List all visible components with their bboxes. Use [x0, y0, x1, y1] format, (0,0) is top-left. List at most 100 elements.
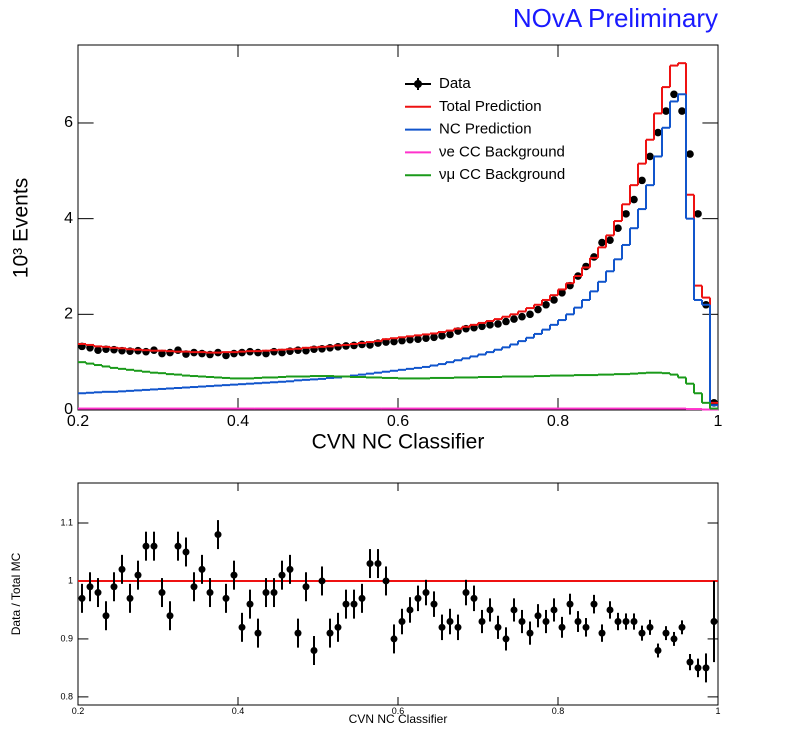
- data-point: [646, 152, 654, 161]
- data-point: [534, 305, 542, 314]
- x-tick-label: 1: [714, 413, 723, 430]
- data-point: [430, 333, 438, 342]
- data-point: [302, 583, 310, 591]
- data-point: [702, 664, 710, 672]
- data-point: [510, 606, 518, 614]
- x-tick-label: 1: [715, 706, 720, 716]
- data-point: [694, 664, 702, 672]
- data-point: [198, 565, 206, 573]
- data-point: [574, 618, 582, 626]
- data-point: [326, 629, 334, 637]
- y-tick-label: 2: [64, 306, 73, 323]
- data-point: [430, 600, 438, 608]
- data-point: [142, 347, 150, 356]
- data-point: [78, 594, 86, 602]
- data-point: [502, 635, 510, 643]
- data-point: [270, 589, 278, 597]
- data-point: [502, 317, 510, 326]
- data-point: [494, 320, 502, 328]
- x-tick-label: 0.6: [392, 706, 405, 716]
- data-point: [118, 565, 126, 573]
- data-point: [678, 623, 686, 631]
- data-point: [94, 346, 102, 355]
- data-point: [614, 618, 622, 626]
- data-point: [694, 210, 702, 218]
- data-point: [614, 224, 622, 233]
- data-point: [414, 594, 422, 602]
- data-point: [558, 288, 566, 297]
- data-point: [230, 571, 238, 579]
- x-tick-label: 0.4: [227, 413, 249, 430]
- data-point: [238, 623, 246, 631]
- data-point: [310, 647, 318, 655]
- data-point: [318, 577, 326, 585]
- y-tick-label: 1: [68, 575, 73, 585]
- data-point: [598, 629, 606, 637]
- data-point: [438, 332, 446, 340]
- data-point: [350, 600, 358, 608]
- data-point: [134, 571, 142, 579]
- data-point: [686, 658, 694, 666]
- legend-label: Data: [439, 75, 471, 92]
- data-point: [662, 629, 670, 637]
- histogram-riser: [85, 63, 711, 403]
- data-point: [374, 560, 382, 568]
- data-point: [358, 594, 366, 602]
- y-tick-label: 0.8: [60, 691, 73, 701]
- data-point: [526, 310, 534, 319]
- data-point: [646, 623, 654, 631]
- data-point: [174, 542, 182, 550]
- data-point: [446, 330, 454, 339]
- data-point: [254, 348, 262, 357]
- data-point: [638, 629, 646, 637]
- data-point: [566, 600, 574, 608]
- x-axis-label: CVN NC Classifier: [312, 431, 485, 454]
- x-axis-label: CVN NC Classifier: [349, 712, 448, 726]
- data-point: [222, 594, 230, 602]
- data-point: [686, 150, 694, 158]
- x-tick-label: 0.4: [232, 706, 245, 716]
- data-point: [166, 612, 174, 620]
- data-point: [670, 635, 678, 643]
- chart-title: NOvA Preliminary: [513, 3, 718, 33]
- data-point: [606, 236, 614, 244]
- data-point: [278, 571, 286, 579]
- data-point: [654, 128, 662, 137]
- data-point: [518, 618, 526, 626]
- data-point: [270, 347, 278, 356]
- legend-label: νμ CC Background: [439, 166, 565, 183]
- data-point: [158, 589, 166, 597]
- data-point: [174, 346, 182, 355]
- data-point: [406, 606, 414, 614]
- y-tick-label: 4: [64, 210, 73, 227]
- data-point: [462, 589, 470, 597]
- legend-label: νe CC Background: [439, 143, 565, 160]
- data-point: [142, 542, 150, 550]
- data-point: [334, 343, 342, 351]
- data-point: [630, 195, 638, 204]
- data-point: [542, 618, 550, 626]
- data-point: [414, 335, 422, 344]
- data-point: [478, 322, 486, 331]
- data-point: [102, 612, 110, 620]
- data-point: [550, 296, 558, 304]
- y-axis-label: Data / Total MC: [9, 552, 23, 635]
- data-point: [606, 606, 614, 614]
- data-point: [294, 346, 302, 355]
- y-tick-label: 1.1: [60, 517, 73, 527]
- plot-frame: [77, 44, 719, 411]
- y-axis-label: 10³ Events: [10, 178, 33, 278]
- data-point: [358, 340, 366, 349]
- data-point: [438, 623, 446, 631]
- data-point: [126, 594, 134, 602]
- data-point: [342, 600, 350, 608]
- data-point: [470, 594, 478, 602]
- data-point: [518, 312, 526, 321]
- data-point: [334, 623, 342, 631]
- data-point: [366, 560, 374, 568]
- data-point: [390, 337, 398, 346]
- data-point: [446, 618, 454, 626]
- legend-swatch: [414, 80, 422, 88]
- data-point: [542, 300, 550, 309]
